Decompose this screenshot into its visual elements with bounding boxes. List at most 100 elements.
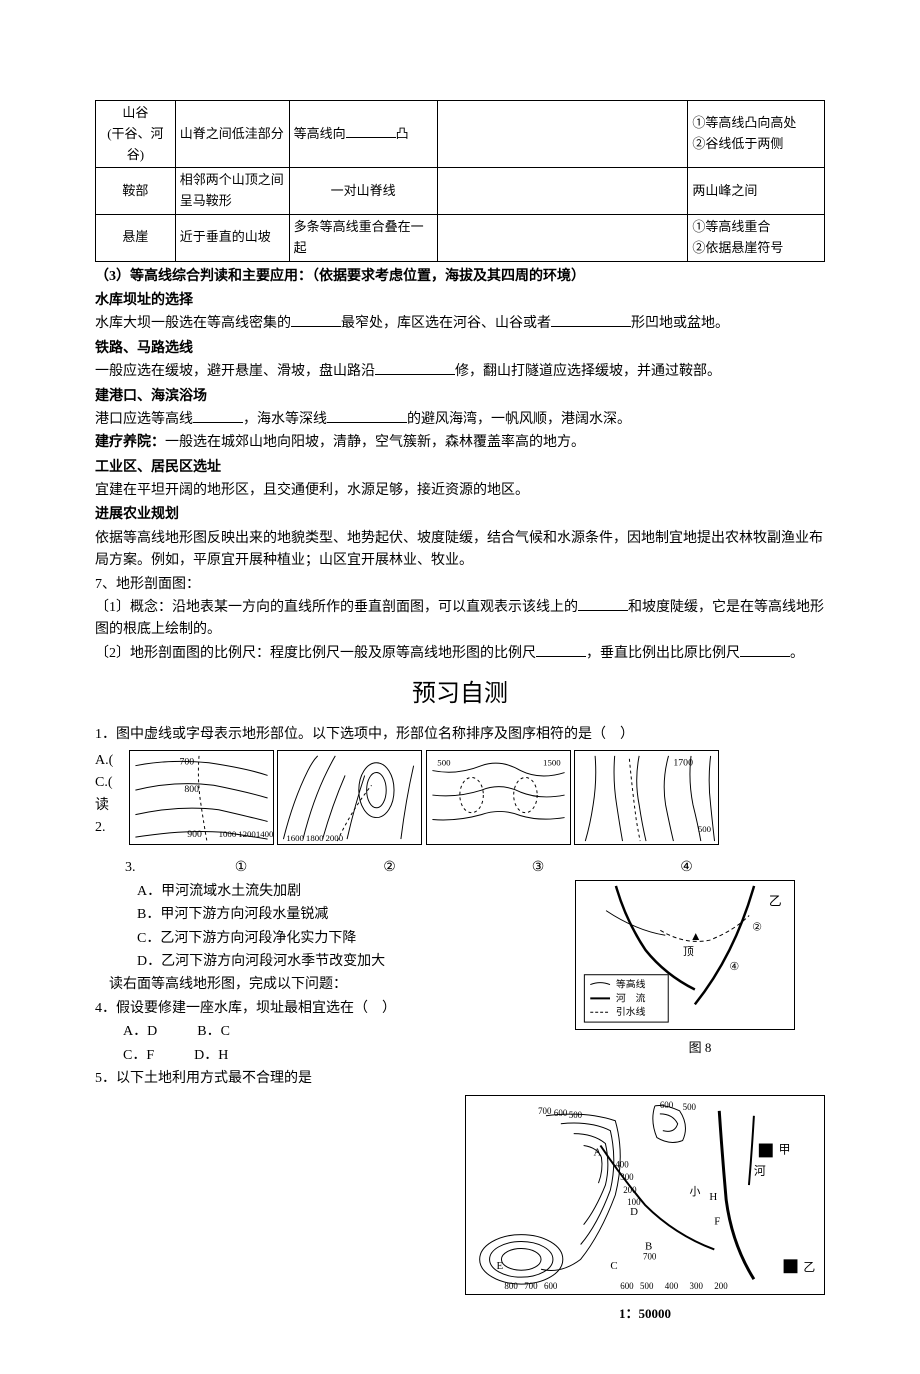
- h-industry: 工业区、居民区选址: [95, 457, 825, 479]
- h-port: 建港口、海滨浴场: [95, 386, 825, 408]
- svg-text:800: 800: [184, 784, 199, 795]
- cell: 等高线向凸: [289, 101, 437, 168]
- svg-text:C: C: [610, 1261, 617, 1273]
- svg-text:引水线: 引水线: [616, 1005, 646, 1018]
- opts4-row1: A．D B．C: [95, 1021, 575, 1043]
- cell: 一对山脊线: [289, 168, 437, 215]
- svg-text:A: A: [594, 1147, 602, 1159]
- p-rail: 一般应选在缓坡，避开悬崖、滑坡，盘山路沿修，翻山打隧道应选择缓坡，并通过鞍部。: [95, 361, 825, 383]
- svg-text:1700: 1700: [673, 758, 693, 769]
- h-reservoir: 水库坝址的选择: [95, 290, 825, 312]
- cell: 悬崖: [96, 214, 176, 261]
- svg-text:1600: 1600: [286, 833, 304, 843]
- svg-text:1800: 1800: [306, 833, 324, 843]
- cell: [437, 101, 688, 168]
- cell: 两山峰之间: [688, 168, 825, 215]
- svg-text:河: 河: [754, 1164, 766, 1178]
- q5: 5．以下土地利用方式最不合理的是: [95, 1068, 575, 1090]
- svg-text:500: 500: [683, 1102, 697, 1112]
- svg-text:500: 500: [698, 824, 712, 834]
- p-agri: 依据等高线地形图反映出来的地貌类型、地势起伏、坡度陡缓，结合气候和水源条件，因地…: [95, 528, 825, 573]
- svg-text:800: 800: [504, 1281, 518, 1291]
- svg-text:甲: 甲: [779, 1143, 791, 1157]
- p-sanatorium: 建疗养院：一般选在城郊山地向阳坡，清静，空气簇新，森林覆盖率高的地方。: [95, 432, 825, 454]
- circ4: ④: [614, 857, 759, 879]
- svg-text:700: 700: [643, 1252, 657, 1262]
- read2: 读右面等高线地形图，完成以下问题：: [95, 974, 575, 996]
- svg-text:顶: 顶: [683, 945, 694, 958]
- svg-text:600: 600: [554, 1108, 568, 1118]
- contour-diagram-4: 1700 500: [574, 750, 719, 845]
- terrain-table: 山谷 (干谷、河谷) 山脊之间低洼部分 等高线向凸 ①等高线凸向高处 ②谷线低于…: [95, 100, 825, 262]
- opts4-row2: C．F D．H: [95, 1045, 575, 1067]
- opt-4d: D．H: [194, 1045, 228, 1067]
- opt-3c: C．乙河下游方向河段净化实力下降: [137, 928, 575, 950]
- overlay-r: 读: [95, 795, 125, 817]
- svg-text:1500: 1500: [543, 758, 561, 768]
- bottom-contour-map: A B C D E F H 甲 乙 河 小 700 600 500 400 30…: [465, 1095, 825, 1295]
- svg-text:F: F: [714, 1216, 720, 1228]
- svg-text:H: H: [709, 1191, 717, 1203]
- svg-text:乙: 乙: [803, 1261, 815, 1275]
- overlay-2: 2.: [95, 817, 125, 839]
- cell: ①等高线重合 ②依据悬崖符号: [688, 214, 825, 261]
- circled-row: 3. ① ② ③ ④: [125, 857, 825, 879]
- svg-text:600: 600: [544, 1281, 558, 1291]
- q4: 4．假设要修建一座水库，坝址最相宜选在（ ）: [95, 998, 575, 1020]
- h-agri: 进展农业规划: [95, 504, 825, 526]
- opt-4a: A．D: [123, 1021, 157, 1043]
- circ1: ①: [169, 857, 314, 879]
- table-row: 悬崖 近于垂直的山坡 多条等高线重合叠在一起 ①等高线重合 ②依据悬崖符号: [96, 214, 825, 261]
- svg-text:1200: 1200: [238, 829, 256, 839]
- svg-text:②: ②: [752, 921, 762, 933]
- svg-text:100: 100: [627, 1197, 641, 1207]
- cell: [437, 168, 688, 215]
- svg-text:河 流: 河 流: [616, 991, 646, 1004]
- svg-text:200: 200: [623, 1185, 637, 1195]
- contour-diagram-1: 700 800 900 1000 1200 1400: [129, 750, 274, 845]
- table-row: 山谷 (干谷、河谷) 山脊之间低洼部分 等高线向凸 ①等高线凸向高处 ②谷线低于…: [96, 101, 825, 168]
- cell: ①等高线凸向高处 ②谷线低于两侧: [688, 101, 825, 168]
- opt-4c: C．F: [123, 1045, 154, 1067]
- svg-text:600: 600: [660, 1100, 674, 1110]
- scale-label: 1：50000: [465, 1304, 825, 1325]
- svg-text:900: 900: [187, 829, 202, 840]
- svg-text:300: 300: [690, 1281, 704, 1291]
- svg-text:▲: ▲: [690, 929, 702, 943]
- bottom-figure-wrap: A B C D E F H 甲 乙 河 小 700 600 500 400 30…: [95, 1095, 825, 1324]
- cell: 山脊之间低洼部分: [175, 101, 289, 168]
- cell: 山谷 (干谷、河谷): [96, 101, 176, 168]
- svg-text:D: D: [630, 1206, 638, 1218]
- section3-heading: （3）等高线综合判读和主要应用：（依据要求考虑位置，海拔及其四周的环境）: [95, 266, 825, 288]
- figure-8: ▲ 顶 乙 ② ④ 等高线 河 流 引水线: [575, 880, 795, 1030]
- fig8-caption: 图 8: [575, 1038, 825, 1059]
- svg-text:500: 500: [569, 1110, 583, 1120]
- svg-text:1000: 1000: [218, 829, 236, 839]
- opt-3b: B．甲河下游方向河段水量锐减: [137, 904, 575, 926]
- svg-text:500: 500: [640, 1281, 654, 1291]
- cell: 相邻两个山顶之间呈马鞍形: [175, 168, 289, 215]
- q1: 1．图中虚线或字母表示地形部位。以下选项中，形部位名称排序及图序相符的是（ ）: [95, 724, 825, 746]
- svg-text:2000: 2000: [326, 833, 344, 843]
- svg-text:乙: 乙: [769, 894, 782, 908]
- n3: 3.: [125, 857, 165, 879]
- figure-q1: A.( C.( 读 2. 700 800 900 1000 1200 1400: [95, 750, 825, 853]
- svg-text:400: 400: [615, 1160, 629, 1170]
- p-port: 港口应选等高线，海水等深线的避风海湾，一帆风顺，港阔水深。: [95, 409, 825, 431]
- circ3: ③: [466, 857, 611, 879]
- opt-4b: B．C: [197, 1021, 230, 1043]
- svg-text:等高线: 等高线: [616, 977, 646, 990]
- s7-title: 7、地形剖面图：: [95, 574, 825, 596]
- svg-text:E: E: [497, 1261, 504, 1273]
- cell: 近于垂直的山坡: [175, 214, 289, 261]
- svg-text:500: 500: [437, 758, 451, 768]
- svg-text:300: 300: [620, 1172, 634, 1182]
- opt-3a: A．甲河流域水土流失加剧: [137, 881, 575, 903]
- cell: 鞍部: [96, 168, 176, 215]
- svg-text:④: ④: [729, 961, 739, 973]
- svg-text:小: 小: [690, 1185, 701, 1198]
- svg-text:600: 600: [620, 1281, 634, 1291]
- p-industry: 宜建在平坦开阔的地形区，且交通便利，水源足够，接近资源的地区。: [95, 480, 825, 502]
- svg-text:1400: 1400: [255, 829, 273, 839]
- svg-text:200: 200: [714, 1281, 728, 1291]
